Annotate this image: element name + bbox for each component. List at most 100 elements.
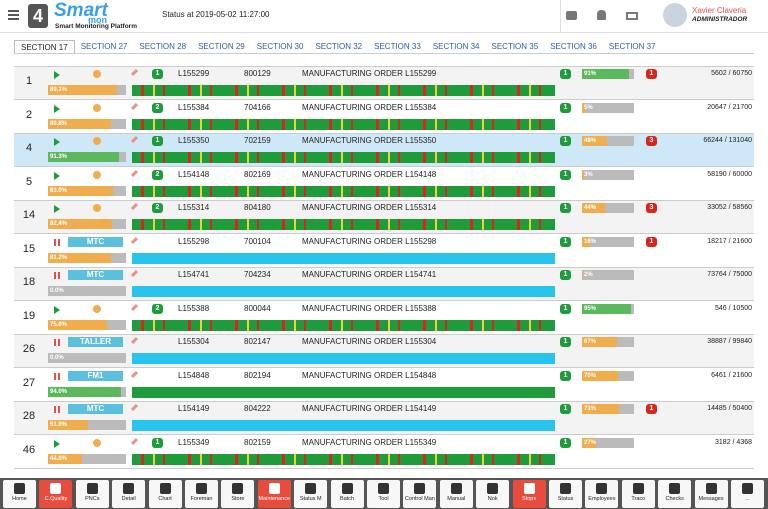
incident-badge: 3 bbox=[646, 203, 657, 213]
toolbar-button[interactable]: Traco bbox=[621, 480, 655, 508]
section-tab[interactable]: SECTION 32 bbox=[315, 42, 363, 51]
toolbar-button[interactable]: Checks bbox=[658, 480, 692, 508]
warning-icon bbox=[93, 438, 101, 447]
section-tab[interactable]: SECTION 28 bbox=[139, 42, 187, 51]
lot: L155299 bbox=[178, 69, 210, 78]
toolbar-button[interactable]: Messages bbox=[694, 480, 728, 508]
efficiency-label: 51.0% bbox=[50, 422, 68, 428]
menu-icon[interactable] bbox=[8, 10, 19, 12]
toolbar-button[interactable]: Manual bbox=[439, 480, 473, 508]
button-label: Chart bbox=[158, 496, 172, 502]
wrench-icon bbox=[130, 336, 139, 345]
machine-row[interactable]: 4 1 L155350 702159 MANUFACTURING ORDER L1553… bbox=[14, 134, 754, 167]
machine-number: 18 bbox=[22, 276, 36, 288]
machine-row[interactable]: 19 2 L155388 800044 MANUFACTURING ORDER L155… bbox=[14, 301, 754, 335]
efficiency-bar: 44.0% bbox=[48, 453, 126, 464]
button-label: Detail bbox=[121, 496, 136, 502]
button-label: Messages bbox=[698, 496, 724, 502]
machine-row[interactable]: 1 1 L155299 800129 MANUFACTURING ORDER L1552… bbox=[14, 67, 754, 100]
toolbar-button[interactable]: Foreman bbox=[185, 480, 218, 508]
progress-label: 67% bbox=[584, 339, 597, 345]
efficiency-label: 0.0% bbox=[50, 288, 64, 294]
order: MANUFACTURING ORDER L154848 bbox=[302, 370, 437, 380]
section-tab[interactable]: SECTION 27 bbox=[80, 42, 128, 51]
bell-icon[interactable] bbox=[597, 10, 606, 20]
order: MANUFACTURING ORDER L154149 bbox=[302, 404, 437, 413]
toolbar-button[interactable]: Detail bbox=[112, 480, 146, 508]
status-label: MTC bbox=[68, 270, 123, 280]
incident-badge: 1 bbox=[646, 69, 657, 79]
timeline bbox=[132, 420, 555, 431]
toolbar-button[interactable]: Control Man bbox=[403, 480, 437, 508]
button-icon bbox=[268, 483, 280, 494]
screen-icon[interactable] bbox=[626, 12, 638, 20]
timeline bbox=[132, 185, 555, 197]
toolbar-button[interactable]: Nok bbox=[476, 480, 510, 508]
timeline bbox=[132, 219, 555, 230]
section-tab[interactable]: SECTION 30 bbox=[256, 42, 304, 51]
machine-row[interactable]: 5 2 L154148 802169 MANUFACTURING ORDER L1541… bbox=[14, 167, 754, 201]
machine-number: 5 bbox=[25, 175, 33, 188]
toolbar-button[interactable]: Status M bbox=[294, 480, 328, 508]
progress-fill bbox=[582, 169, 584, 180]
progress-label: 71% bbox=[584, 406, 597, 412]
section-tab[interactable]: SECTION 17 bbox=[14, 40, 75, 53]
order: MANUFACTURING ORDER L154148 bbox=[302, 169, 437, 179]
toolbar-button[interactable]: ... bbox=[731, 480, 764, 508]
toolbar-button[interactable]: Tool bbox=[367, 480, 400, 508]
code: 802147 bbox=[244, 337, 271, 346]
toolbar-button[interactable]: Batch bbox=[330, 480, 364, 508]
machine-row[interactable]: 14 2 L155314 804180 MANUFACTURING ORDER L155… bbox=[14, 201, 754, 234]
avatar[interactable] bbox=[663, 3, 687, 27]
button-label: Stops bbox=[522, 496, 537, 502]
piece-count: 73764 / 75000 bbox=[707, 271, 752, 278]
machine-row[interactable]: 46 1 L155349 802159 MANUFACTURING ORDER L155… bbox=[14, 435, 754, 469]
toolbar-button[interactable]: Status bbox=[549, 480, 582, 508]
toolbar-button[interactable]: Maintenance bbox=[257, 480, 291, 508]
machine-row[interactable]: 2 2 L155384 704166 MANUFACTURING ORDER L1553… bbox=[14, 100, 754, 134]
quality-badge: 1 bbox=[560, 370, 571, 381]
timeline bbox=[132, 453, 555, 465]
efficiency-label: 83.0% bbox=[50, 187, 68, 194]
section-tab[interactable]: SECTION 35 bbox=[491, 42, 539, 51]
progress-fill bbox=[582, 404, 619, 414]
progress-fill bbox=[582, 337, 617, 347]
toolbar-button[interactable]: PNCs bbox=[75, 480, 109, 508]
warning-icon bbox=[93, 204, 101, 212]
progress-label: 91% bbox=[584, 71, 597, 77]
section-tab[interactable]: SECTION 33 bbox=[374, 42, 421, 51]
code: 800044 bbox=[244, 303, 271, 313]
machine-row[interactable]: 28 MTC L154149 804222 MANUFACTURING ORDER L1… bbox=[14, 402, 754, 435]
order: MANUFACTURING ORDER L154741 bbox=[302, 270, 437, 279]
section-tab[interactable]: SECTION 37 bbox=[608, 42, 656, 51]
progress-fill bbox=[582, 370, 619, 381]
chat-icon[interactable] bbox=[566, 11, 577, 20]
efficiency-label: 91.3% bbox=[50, 154, 68, 160]
section-tab[interactable]: SECTION 34 bbox=[432, 42, 480, 51]
toolbar-button[interactable]: C.Quality bbox=[39, 480, 73, 508]
machine-row[interactable]: 27 FM1 L154848 802194 MANUFACTURING ORDER L1… bbox=[14, 368, 754, 402]
toolbar-button[interactable]: Chart bbox=[148, 480, 182, 508]
machine-row[interactable]: 18 MTC L154741 704234 MANUFACTURING ORDER L1… bbox=[14, 268, 754, 301]
order: MANUFACTURING ORDER L155314 bbox=[302, 203, 437, 212]
wrench-icon bbox=[130, 370, 139, 378]
code: 804180 bbox=[244, 203, 271, 212]
lot: L154741 bbox=[178, 270, 210, 279]
progress-bar: 16% bbox=[582, 236, 634, 247]
piece-count: 6461 / 21600 bbox=[711, 371, 752, 379]
section-tab[interactable]: SECTION 36 bbox=[550, 42, 597, 51]
quality-badge: 1 bbox=[560, 337, 571, 347]
button-icon bbox=[450, 483, 462, 494]
column-header bbox=[14, 56, 754, 67]
toolbar-button[interactable]: Employees bbox=[585, 480, 619, 508]
machine-row[interactable]: 15 MTC L155298 700104 MANUFACTURING ORDER L1… bbox=[14, 234, 754, 268]
toolbar-button[interactable]: Store bbox=[221, 480, 255, 508]
machine-number: 27 bbox=[22, 376, 36, 389]
wrench-icon bbox=[130, 269, 139, 278]
user-name: Xavier Claveria bbox=[692, 6, 747, 15]
section-tab[interactable]: SECTION 29 bbox=[198, 42, 245, 51]
toolbar-button[interactable]: Home bbox=[3, 480, 36, 508]
machine-row[interactable]: 26 TALLER L155304 802147 MANUFACTURING ORDER… bbox=[14, 335, 754, 368]
toolbar-button[interactable]: Stops bbox=[512, 480, 546, 508]
